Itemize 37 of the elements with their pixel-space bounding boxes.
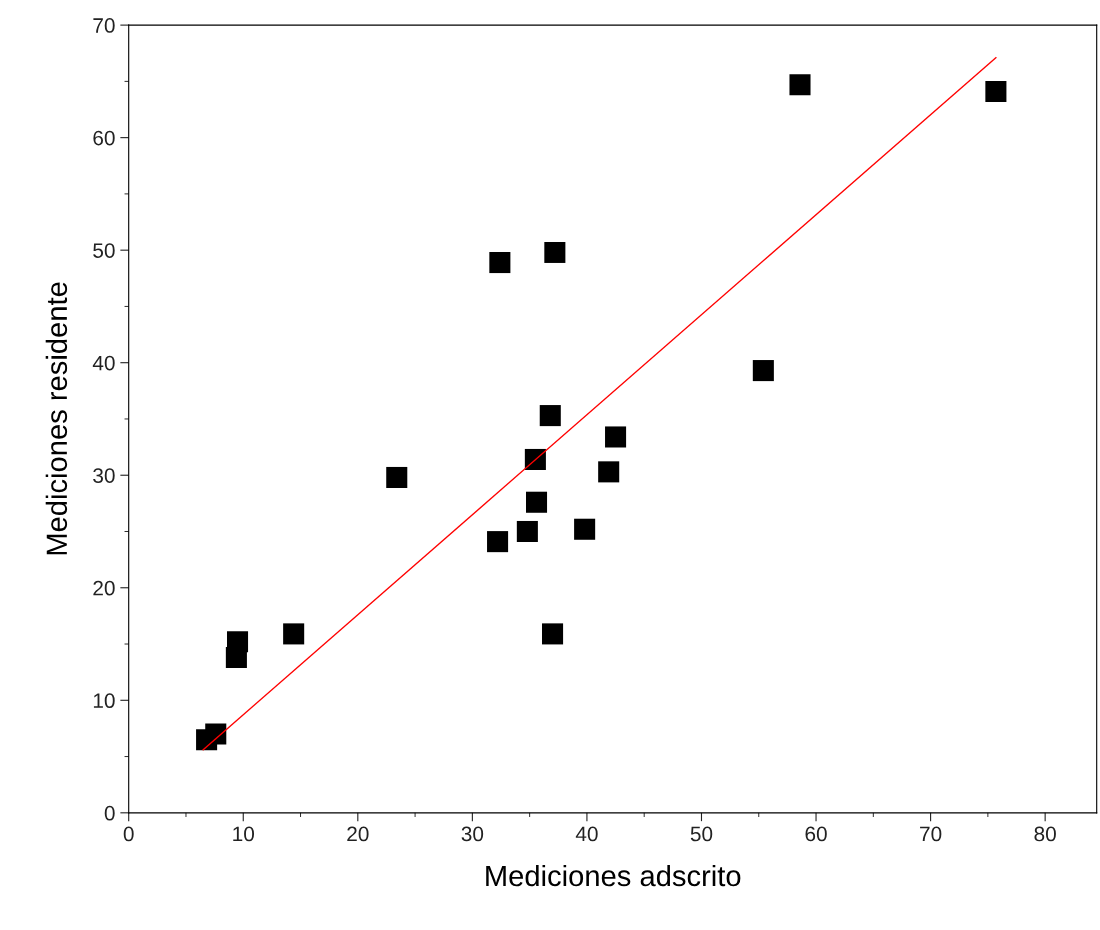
point <box>752 360 774 382</box>
y-tick-label: 20 <box>93 580 115 596</box>
x-tick-label: 0 <box>123 826 134 842</box>
point <box>542 623 564 645</box>
y-axis-title: Mediciones residente <box>45 282 68 555</box>
y-tick-label: 10 <box>93 693 115 709</box>
x-tick-label: 50 <box>690 826 713 842</box>
point <box>283 623 305 645</box>
y-tick-label: 70 <box>93 18 115 33</box>
x-tick-label: 30 <box>461 826 484 842</box>
y-tick-label: 50 <box>93 243 115 258</box>
point <box>525 491 548 513</box>
point <box>386 466 408 489</box>
y-tick-label: 30 <box>93 468 115 483</box>
point <box>544 241 566 263</box>
point <box>205 723 227 745</box>
point <box>227 631 249 653</box>
point <box>487 531 509 553</box>
point <box>789 74 811 96</box>
point <box>598 461 620 483</box>
x-tick-label: 60 <box>805 826 827 842</box>
point <box>524 448 546 471</box>
x-tick-label: 40 <box>575 826 598 842</box>
point <box>605 426 627 448</box>
x-tick-label: 80 <box>1034 826 1056 842</box>
point <box>574 518 596 540</box>
x-tick-label: 70 <box>920 826 942 842</box>
y-tick-label: 60 <box>93 130 115 146</box>
point <box>516 520 538 543</box>
point <box>539 405 561 427</box>
x-tick-label: 20 <box>347 826 369 842</box>
x-axis-title: Mediciones adscrito <box>486 864 741 887</box>
point <box>489 252 511 274</box>
y-tick-label: 0 <box>104 805 115 821</box>
x-tick-label: 10 <box>233 826 255 842</box>
y-tick-label: 40 <box>92 355 115 371</box>
point <box>985 80 1007 103</box>
